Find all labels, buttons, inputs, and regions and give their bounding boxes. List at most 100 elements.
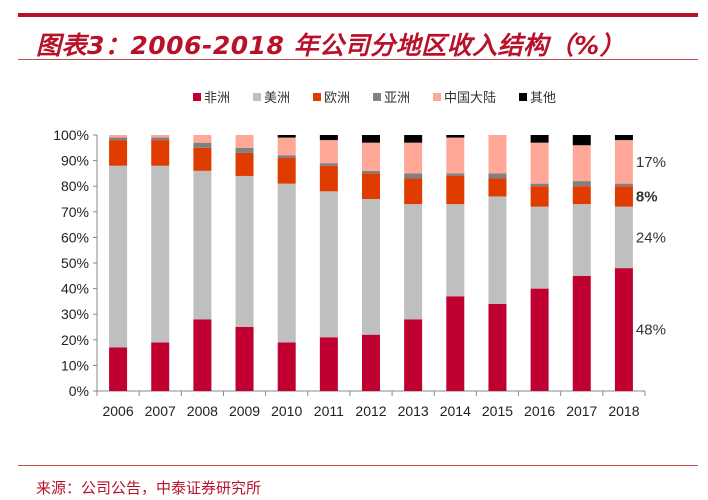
bar-2009-亚洲 xyxy=(235,147,254,153)
bar-2016-欧洲 xyxy=(530,186,549,207)
bar-2010-欧洲 xyxy=(277,158,296,184)
bar-2010-亚洲 xyxy=(277,155,296,159)
bar-2006-非洲 xyxy=(109,347,128,391)
bar-2016-其他 xyxy=(530,135,549,143)
bar-2008-美洲 xyxy=(193,170,212,320)
y-tick-label: 80% xyxy=(61,178,89,194)
x-tick-label: 2008 xyxy=(187,403,218,419)
bar-2014-欧洲 xyxy=(446,175,465,205)
bar-2013-亚洲 xyxy=(404,173,423,179)
bar-2012-非洲 xyxy=(362,334,380,391)
legend-label: 非洲 xyxy=(204,91,230,106)
x-tick-label: 2013 xyxy=(398,403,429,419)
bar-2009-欧洲 xyxy=(235,152,254,176)
bar-2017-其他 xyxy=(572,135,591,146)
x-tick-label: 2016 xyxy=(524,403,555,419)
bar-2013-欧洲 xyxy=(404,178,423,205)
bar-2010-其他 xyxy=(277,135,296,138)
bar-2016-亚洲 xyxy=(530,183,549,187)
bar-2013-美洲 xyxy=(404,204,423,320)
data-label: 24% xyxy=(636,229,666,246)
y-tick-label: 100% xyxy=(53,127,89,143)
bar-2018-美洲 xyxy=(614,206,633,269)
bar-2012-其他 xyxy=(362,135,380,143)
bar-2007-中国大陆 xyxy=(151,135,170,138)
bar-2010-非洲 xyxy=(277,342,296,391)
bar-2016-美洲 xyxy=(530,206,549,289)
y-tick-label: 70% xyxy=(61,204,89,220)
bar-2008-欧洲 xyxy=(193,147,212,171)
bar-2006-亚洲 xyxy=(109,137,128,141)
x-tick-label: 2012 xyxy=(355,403,386,419)
top-rule xyxy=(18,13,698,17)
bar-2008-中国大陆 xyxy=(193,135,212,143)
legend-label: 亚洲 xyxy=(384,91,410,106)
legend-label: 美洲 xyxy=(264,91,290,106)
data-label: 8% xyxy=(636,188,658,205)
bar-2013-中国大陆 xyxy=(404,142,423,174)
bar-2009-美洲 xyxy=(235,175,254,327)
bar-2014-其他 xyxy=(446,135,465,138)
source-rule xyxy=(18,465,698,466)
bar-2011-中国大陆 xyxy=(319,140,338,164)
legend-swatch xyxy=(433,93,441,101)
bar-2018-欧洲 xyxy=(614,186,633,207)
bar-2011-亚洲 xyxy=(319,163,338,166)
bar-2018-中国大陆 xyxy=(614,140,633,184)
bar-2007-欧洲 xyxy=(151,140,170,166)
bar-2013-非洲 xyxy=(404,319,423,391)
bar-2008-非洲 xyxy=(193,319,212,391)
x-tick-label: 2010 xyxy=(271,403,302,419)
bar-2011-其他 xyxy=(319,135,338,141)
bar-2017-非洲 xyxy=(572,275,591,391)
x-tick-label: 2011 xyxy=(314,403,344,419)
x-tick-label: 2017 xyxy=(566,403,597,419)
bar-2009-非洲 xyxy=(235,327,254,391)
title-rule xyxy=(18,59,698,60)
y-tick-label: 40% xyxy=(61,281,89,297)
bar-2014-中国大陆 xyxy=(446,137,465,174)
bar-2011-美洲 xyxy=(319,191,338,338)
bar-2012-欧洲 xyxy=(362,173,380,199)
bar-2015-非洲 xyxy=(488,303,507,391)
bar-2017-欧洲 xyxy=(572,186,591,205)
bar-2018-其他 xyxy=(614,135,633,141)
bar-2012-亚洲 xyxy=(362,170,380,174)
legend-swatch xyxy=(193,93,201,101)
bar-2006-中国大陆 xyxy=(109,135,128,138)
bar-2015-美洲 xyxy=(488,196,507,304)
bar-2008-亚洲 xyxy=(193,142,212,148)
y-tick-label: 30% xyxy=(61,306,89,322)
bar-2015-亚洲 xyxy=(488,173,507,179)
legend-swatch xyxy=(313,93,321,101)
bar-2018-亚洲 xyxy=(614,183,633,187)
bar-2006-美洲 xyxy=(109,165,128,348)
bar-2011-欧洲 xyxy=(319,165,338,192)
bar-2017-亚洲 xyxy=(572,181,591,187)
x-tick-label: 2014 xyxy=(440,403,471,419)
x-tick-label: 2015 xyxy=(482,403,513,419)
legend-label: 其他 xyxy=(530,91,556,106)
bar-2007-亚洲 xyxy=(151,137,170,141)
bar-2007-非洲 xyxy=(151,342,170,391)
data-label: 48% xyxy=(636,322,666,339)
bar-2015-中国大陆 xyxy=(488,135,507,174)
bar-2017-中国大陆 xyxy=(572,145,591,182)
bar-2012-美洲 xyxy=(362,199,380,335)
bar-2009-中国大陆 xyxy=(235,135,254,148)
bar-2011-非洲 xyxy=(319,337,338,391)
bar-2014-美洲 xyxy=(446,204,465,297)
y-tick-label: 50% xyxy=(61,255,89,271)
bar-2006-欧洲 xyxy=(109,140,128,166)
y-tick-label: 60% xyxy=(61,229,89,245)
bar-2017-美洲 xyxy=(572,204,591,276)
legend-label: 中国大陆 xyxy=(444,90,496,106)
bar-2007-美洲 xyxy=(151,165,170,343)
bar-2013-其他 xyxy=(404,135,423,143)
bar-2012-中国大陆 xyxy=(362,142,380,171)
bar-2010-美洲 xyxy=(277,183,296,343)
legend-swatch xyxy=(253,93,261,101)
source-note: 来源：公司公告，中泰证券研究所 xyxy=(36,479,262,497)
bar-2016-非洲 xyxy=(530,288,549,391)
